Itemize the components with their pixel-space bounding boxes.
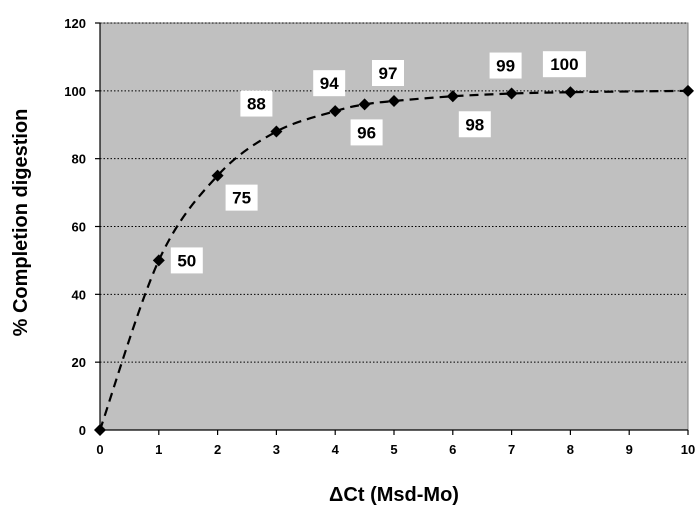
x-tick-label: 10 [681, 442, 695, 457]
data-label-box [489, 52, 522, 79]
data-label-box [458, 111, 491, 138]
y-tick-label: 0 [79, 423, 86, 438]
y-tick-label: 100 [64, 84, 86, 99]
y-tick-label: 80 [72, 152, 86, 167]
x-axis-title: ΔCt (Msd-Mo) [329, 484, 459, 506]
data-point-marker [329, 105, 342, 118]
y-tick-label: 40 [72, 287, 86, 302]
tick-labels: 0 20 40 60 80 100 120 0 1 2 3 4 5 6 7 8 9 10 [64, 16, 695, 457]
data-label: 98 [458, 111, 491, 138]
data-label-box [313, 70, 346, 97]
data-point-marker [358, 98, 371, 111]
data-point-marker [564, 86, 577, 99]
data-label-text: 94 [320, 74, 339, 93]
data-point-marker [94, 424, 106, 436]
data-point-marker [211, 169, 224, 182]
x-tick-label: 6 [449, 442, 456, 457]
y-tick-label: 20 [72, 355, 86, 370]
data-point-marker [505, 87, 518, 100]
x-tick-label: 7 [508, 442, 515, 457]
data-label-text: 96 [357, 123, 376, 142]
x-tick-label: 2 [214, 442, 221, 457]
data-point-marker [446, 90, 459, 103]
data-label-text: 75 [232, 189, 251, 208]
data-label-box [170, 247, 203, 274]
data-label-box [225, 184, 258, 211]
data-label-text: 88 [247, 95, 266, 114]
data-label: 94 [313, 70, 346, 97]
x-tick-label: 3 [273, 442, 280, 457]
data-label: 50 [170, 247, 203, 274]
data-markers [94, 84, 694, 436]
x-tick-label: 0 [96, 442, 103, 457]
x-tick-label: 4 [332, 442, 340, 457]
y-tick-label: 60 [72, 220, 86, 235]
data-label-box [372, 60, 404, 87]
y-axis-title: % Completion digestion [10, 109, 32, 337]
data-label-box [542, 51, 586, 78]
data-label: 99 [489, 52, 522, 79]
x-tick-label: 1 [155, 442, 162, 457]
data-point-marker [152, 254, 165, 267]
data-point-marker [388, 95, 400, 108]
data-label-text: 98 [465, 115, 484, 134]
data-label: 96 [350, 119, 383, 146]
x-tick-label: 8 [567, 442, 574, 457]
data-label-text: 100 [550, 55, 578, 74]
data-label-text: 50 [177, 251, 196, 270]
data-labels: 50 75 88 94 96 97 98 99 100 [170, 51, 586, 274]
data-label-text: 97 [379, 64, 398, 83]
data-point-marker [270, 125, 283, 138]
data-label-box [350, 119, 383, 146]
data-label-text: 99 [496, 57, 515, 76]
data-point-marker [682, 84, 694, 97]
data-label: 97 [372, 60, 404, 87]
x-tick-label: 9 [626, 442, 633, 457]
y-tick-label: 120 [64, 16, 86, 31]
series-curve [98, 89, 689, 431]
data-label: 75 [225, 184, 258, 211]
data-label: 100 [542, 51, 586, 78]
data-label: 88 [240, 90, 273, 117]
gridlines [100, 22, 688, 363]
x-tick-label: 5 [390, 442, 397, 457]
data-label-box [240, 90, 273, 117]
